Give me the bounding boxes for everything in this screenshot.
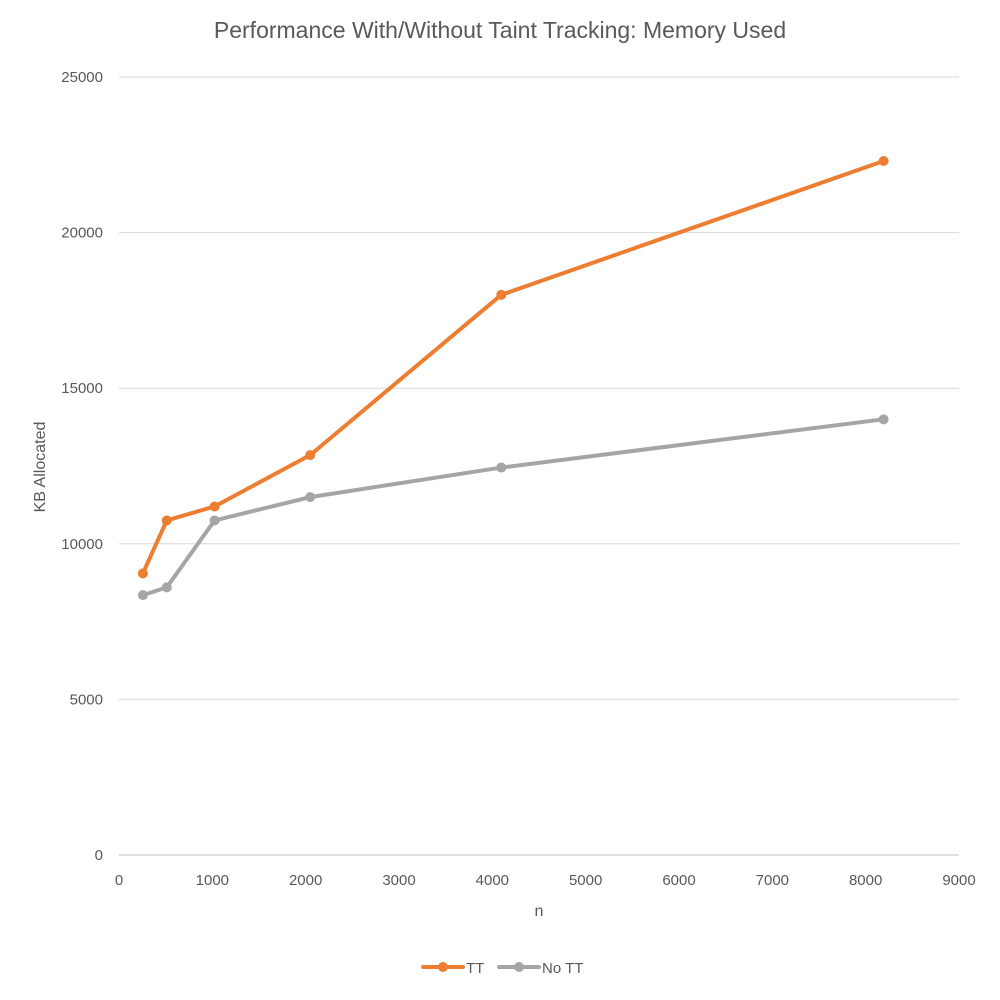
data-point [137,568,148,579]
series-line [140,417,886,598]
series-tt [137,156,889,579]
x-tick-label: 8000 [849,872,882,889]
data-point [137,590,148,601]
y-tick-label: 25000 [61,69,103,86]
data-point [161,515,172,526]
x-tick-label: 5000 [569,872,602,889]
x-tick-label: 0 [115,872,123,889]
data-point [496,462,507,473]
legend-label: TT [466,960,484,977]
x-tick-label: 6000 [662,872,695,889]
legend-label: No TT [542,960,583,977]
y-tick-label: 15000 [61,380,103,397]
y-axis-ticks: 0 5000 10000 15000 20000 25000 [61,69,103,864]
x-tick-label: 2000 [289,872,322,889]
series [137,156,889,601]
x-tick-label: 4000 [476,872,509,889]
gridlines [119,76,959,700]
data-point [878,156,889,167]
series-line [140,159,886,576]
chart-title: Performance With/Without Taint Tracking:… [214,17,786,43]
y-tick-label: 5000 [70,691,103,708]
x-tick-label: 3000 [382,872,415,889]
y-tick-label: 0 [95,847,103,864]
series-no-tt [137,414,889,601]
legend-item: No TT [497,960,583,977]
y-axis-label: KB Allocated [32,422,49,513]
data-point [496,289,507,300]
y-tick-label: 20000 [61,225,103,242]
data-point [305,450,316,461]
data-point [878,414,889,425]
data-point [209,501,220,512]
data-point [305,492,316,503]
x-tick-label: 1000 [196,872,229,889]
x-tick-label: 9000 [942,872,975,889]
legend-swatch-marker [438,962,448,972]
legend-item: TT [421,960,484,977]
x-axis-ticks: 0 1000 2000 3000 4000 5000 6000 7000 8000 9000 [115,872,976,889]
data-point [209,515,220,526]
y-tick-label: 10000 [61,536,103,553]
legend: TT No TT [421,960,583,977]
x-axis-label: n [535,903,544,920]
legend-swatch-marker [514,962,524,972]
x-tick-label: 7000 [756,872,789,889]
data-point [161,582,172,593]
